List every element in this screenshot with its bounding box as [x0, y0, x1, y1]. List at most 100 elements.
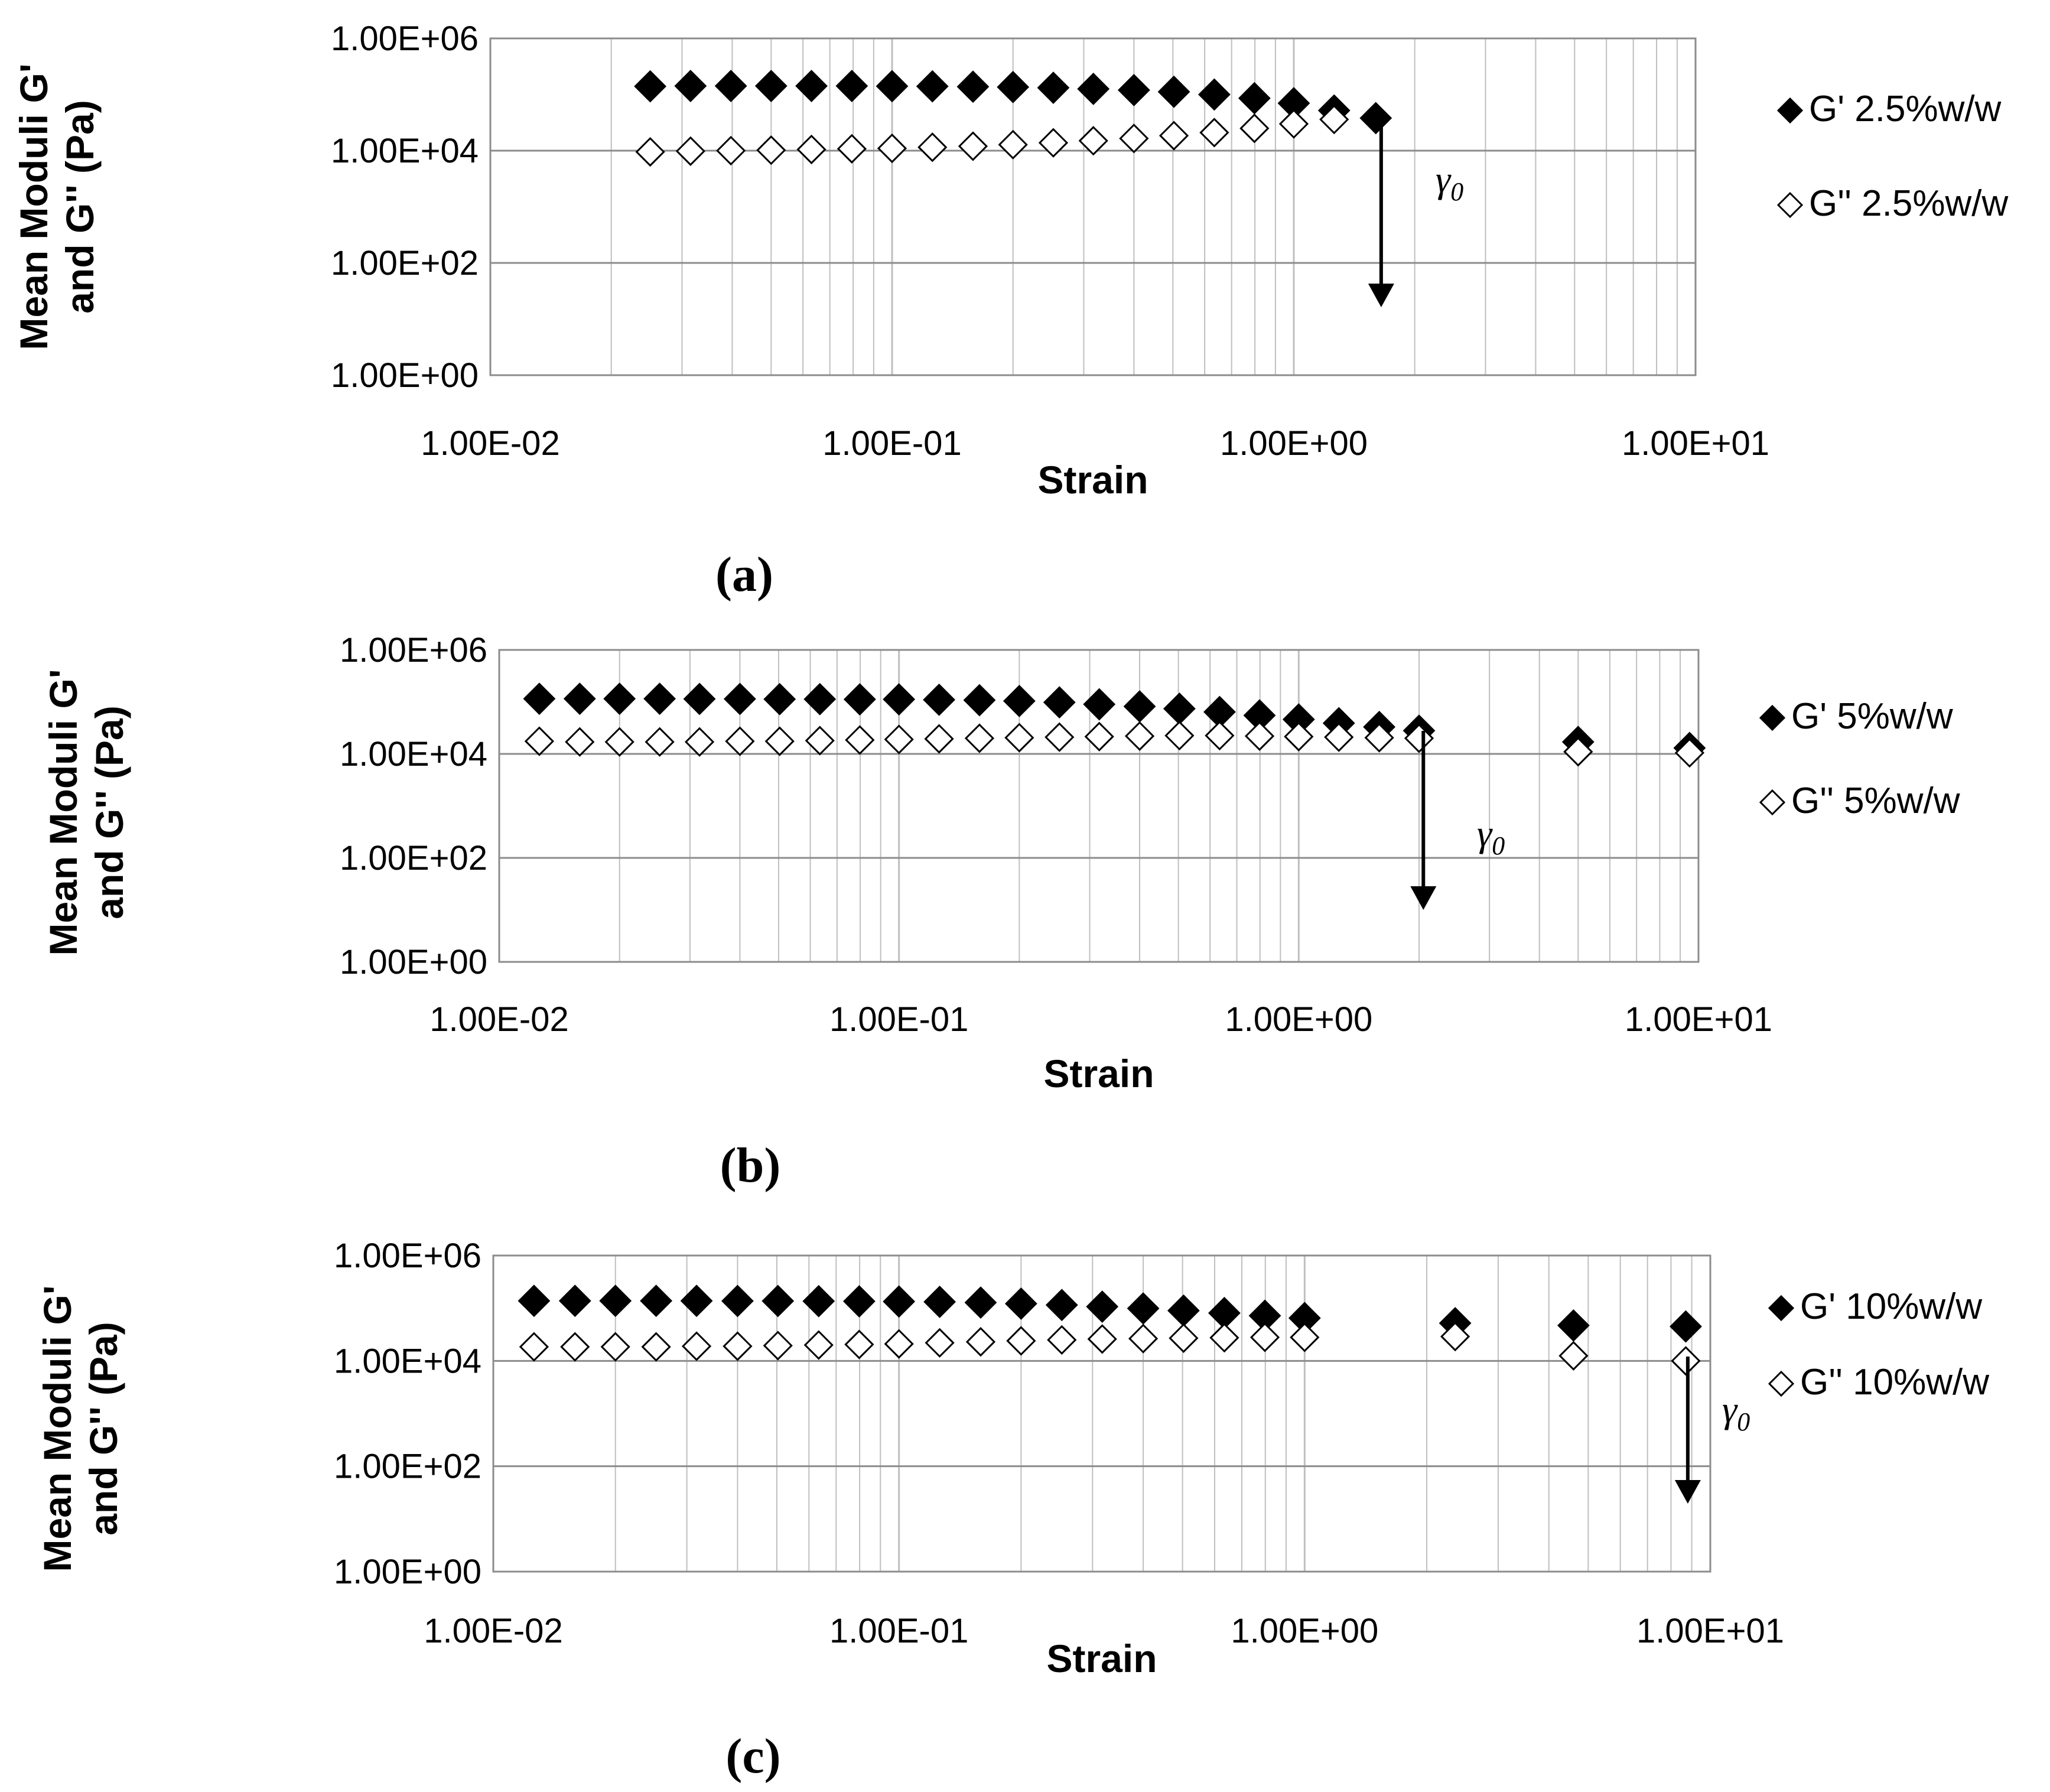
y-tick-label: 1.00E+00 [340, 943, 487, 981]
data-point [560, 1332, 590, 1362]
data-point [1043, 686, 1076, 719]
plot-border [492, 1254, 1711, 1573]
y-tick-label: 1.00E+06 [334, 1237, 481, 1275]
legend-marker-open-diamond [1776, 191, 1804, 219]
data-point [725, 726, 755, 756]
data-point [956, 70, 990, 103]
data-point [519, 1332, 549, 1362]
data-point [635, 136, 665, 167]
data-point [1199, 118, 1229, 148]
y-axis-title-line: Mean Moduli G' [35, 1285, 79, 1572]
data-point [1239, 113, 1270, 144]
y-axis-title-line: and G'' (Pa) [87, 705, 131, 919]
x-axis-title: Strain [1037, 458, 1148, 502]
legend: G' 10%w/w G'' 10%w/w [1768, 1286, 1989, 1403]
data-point [1119, 123, 1149, 154]
chart-panel-a: 1.00E+00 1.00E+02 1.00E+04 1.00E+06 1.00E-02… [12, 19, 2008, 602]
data-point [1359, 102, 1392, 135]
legend-marker-filled-diamond [1768, 1295, 1795, 1322]
gamma-zero-label: γ0 [1722, 1388, 1750, 1436]
x-tick-label: 1.00E+00 [1231, 1612, 1378, 1650]
data-point [1563, 737, 1593, 767]
legend-marker-open-diamond [1759, 789, 1786, 816]
y-tick-label: 1.00E+00 [331, 356, 479, 395]
data-point [599, 1284, 632, 1318]
legend-entry-label: G' 10%w/w [1800, 1286, 1982, 1327]
data-point [1244, 721, 1275, 751]
data-point [1045, 1289, 1078, 1322]
x-tick-label: 1.00E+00 [1220, 424, 1368, 463]
data-point [565, 727, 595, 757]
data-point [523, 682, 556, 716]
series-g-double-prime [519, 1321, 1701, 1376]
data-point [645, 727, 675, 757]
legend: G' 2.5%w/w G'' 2.5%w/w [1776, 89, 2008, 224]
gamma-symbol: γ [1477, 812, 1493, 854]
y-tick-label: 1.00E+02 [334, 1448, 481, 1486]
y-axis-title-line: and G'' (Pa) [82, 1322, 125, 1535]
legend-entry-label: G'' 2.5%w/w [1809, 183, 2008, 224]
data-point [1086, 1290, 1119, 1323]
data-point [1157, 75, 1190, 108]
x-axis-title: Strain [1046, 1637, 1157, 1680]
x-tick-label: 1.00E+01 [1636, 1612, 1784, 1650]
x-tick-label: 1.00E-02 [421, 424, 559, 463]
gamma-symbol: γ [1436, 158, 1452, 200]
data-point [1084, 721, 1114, 752]
panel-label: (c) [725, 1729, 780, 1784]
data-point [600, 1332, 630, 1362]
data-point [876, 70, 909, 103]
series-g-double-prime [635, 105, 1349, 167]
data-point [1047, 1325, 1077, 1355]
legend: G' 5%w/w G'' 5%w/w [1759, 696, 1960, 821]
gamma-subscript: 0 [1450, 177, 1463, 206]
data-point [1159, 121, 1189, 151]
x-tick-label: 1.00E-02 [424, 1612, 562, 1650]
data-point [842, 1285, 876, 1318]
data-point [916, 70, 949, 103]
data-point [803, 682, 837, 716]
gamma-arrow-head [1674, 1480, 1701, 1504]
chart-panel-c: 1.00E+00 1.00E+02 1.00E+04 1.00E+06 1.00E-02… [35, 1237, 1989, 1784]
data-point [1364, 723, 1394, 753]
data-point [1249, 1322, 1280, 1352]
data-point [518, 1284, 551, 1318]
data-point [756, 135, 786, 165]
data-point [680, 1284, 713, 1318]
data-point [796, 134, 826, 165]
x-tick-label: 1.00E-01 [829, 1612, 968, 1650]
panel-label: (a) [715, 547, 773, 602]
data-point [1278, 109, 1309, 139]
data-point [835, 70, 868, 102]
data-point [1164, 720, 1195, 751]
gamma-zero-label: γ0 [1477, 812, 1505, 860]
data-point [1128, 1323, 1159, 1354]
x-tick-label: 1.00E-01 [822, 424, 961, 463]
data-point [963, 684, 996, 717]
y-axis-title: Mean Moduli G'and G'' (Pa) [12, 63, 102, 350]
data-point [958, 131, 988, 161]
data-point [1284, 721, 1314, 752]
data-point [1557, 1309, 1590, 1342]
data-point [716, 135, 746, 166]
gamma-subscript: 0 [1737, 1407, 1750, 1436]
gamma-symbol: γ [1722, 1388, 1738, 1430]
y-tick-label: 1.00E+02 [340, 839, 487, 877]
y-tick-label: 1.00E+06 [331, 19, 479, 58]
data-point [1004, 723, 1034, 753]
plot-border [498, 649, 1700, 963]
data-point [1671, 1346, 1701, 1376]
data-point [923, 1286, 956, 1318]
series-g-prime [634, 70, 1392, 135]
data-point [1440, 1321, 1470, 1352]
gamma-arrow-head [1368, 284, 1394, 307]
data-point [1209, 1323, 1239, 1353]
data-point [923, 683, 955, 716]
data-point [1037, 71, 1070, 104]
data-point [1290, 1322, 1320, 1352]
data-point [1404, 723, 1434, 753]
x-tick-label: 1.00E+01 [1625, 1000, 1772, 1039]
legend-marker-filled-diamond [1776, 97, 1804, 124]
data-point [1083, 688, 1116, 721]
series-g-prime [523, 682, 1706, 765]
